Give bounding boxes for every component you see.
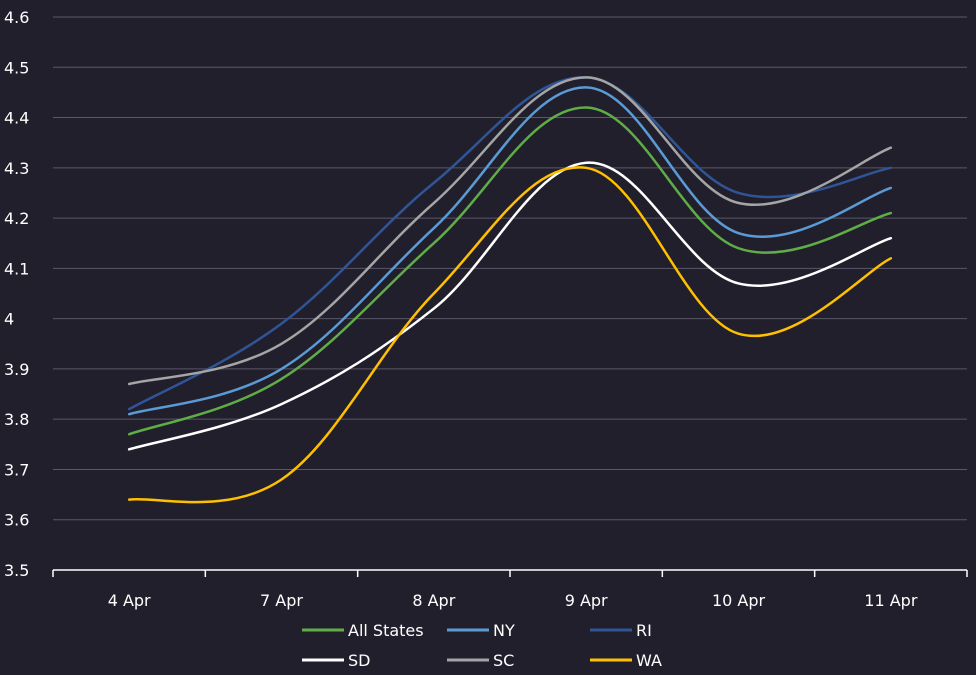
legend: All States NY RI SD SC WA (302, 621, 662, 670)
legend-item: NY (447, 621, 515, 640)
series-line-ny (127, 86, 893, 416)
y-tick-label: 3.8 (4, 410, 29, 429)
legend-label: All States (348, 621, 424, 640)
y-tick-label: 4.4 (4, 109, 29, 128)
y-tick-label: 4.2 (4, 209, 29, 228)
legend-item: All States (302, 621, 424, 640)
y-axis-tick-labels: 3.5 3.6 3.7 3.8 3.9 4 4.1 4.2 4.3 4.4 4.5 4.6 (4, 8, 29, 580)
legend-label: SC (493, 651, 514, 670)
y-tick-label: 3.5 (4, 561, 29, 580)
x-tick-label: 4 Apr (108, 591, 151, 610)
y-tick-label: 4.3 (4, 159, 29, 178)
series-line-wa (127, 166, 893, 504)
x-axis (52, 569, 968, 577)
series-line-sc (127, 76, 893, 386)
series-line-all-states (127, 106, 893, 436)
legend-item: SC (447, 651, 514, 670)
series-line-ri (127, 76, 893, 411)
y-tick-label: 4.5 (4, 58, 29, 77)
gridlines (53, 16, 967, 521)
legend-item: RI (590, 621, 652, 640)
x-tick-label: 8 Apr (412, 591, 455, 610)
y-tick-label: 3.6 (4, 511, 29, 530)
x-axis-tick-labels: 4 Apr 7 Apr 8 Apr 9 Apr 10 Apr 11 Apr (108, 591, 918, 610)
y-tick-label: 3.9 (4, 360, 29, 379)
legend-label: SD (348, 651, 370, 670)
legend-item: WA (590, 651, 662, 670)
series-line-sd (127, 161, 893, 451)
legend-label: WA (636, 651, 662, 670)
x-tick-label: 10 Apr (712, 591, 766, 610)
y-tick-label: 4 (4, 310, 14, 329)
legend-item: SD (302, 651, 370, 670)
y-tick-label: 4.6 (4, 8, 29, 27)
x-tick-label: 7 Apr (260, 591, 303, 610)
legend-label: NY (493, 621, 515, 640)
series-lines (127, 76, 893, 504)
x-tick-label: 9 Apr (565, 591, 608, 610)
y-tick-label: 4.1 (4, 259, 29, 278)
y-tick-label: 3.7 (4, 460, 29, 479)
legend-label: RI (636, 621, 652, 640)
x-tick-label: 11 Apr (864, 591, 918, 610)
